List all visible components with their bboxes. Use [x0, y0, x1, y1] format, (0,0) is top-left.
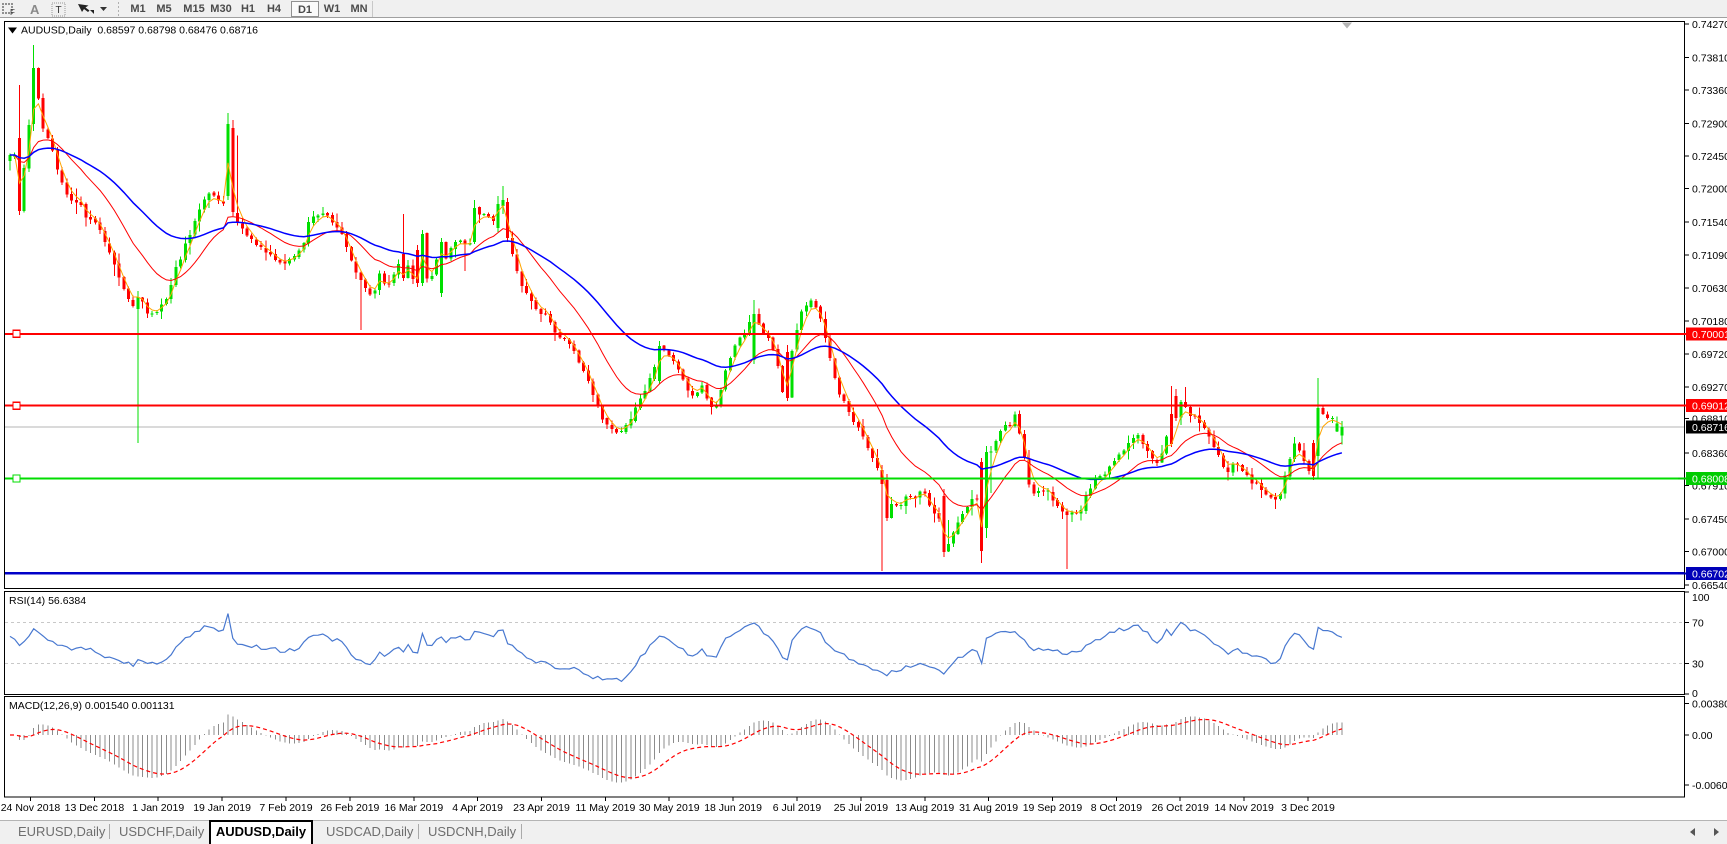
svg-text:30: 30 [1692, 658, 1704, 670]
svg-text:0.66540: 0.66540 [1692, 580, 1727, 592]
svg-text:0.66702: 0.66702 [1692, 568, 1727, 580]
svg-text:100: 100 [1692, 592, 1710, 604]
svg-text:24 Nov 2018: 24 Nov 2018 [1, 802, 61, 814]
svg-text:0.68360: 0.68360 [1692, 448, 1727, 460]
svg-text:0.68716: 0.68716 [1692, 422, 1727, 434]
svg-text:26 Oct 2019: 26 Oct 2019 [1152, 802, 1209, 814]
svg-text:1 Jan 2019: 1 Jan 2019 [132, 802, 184, 814]
svg-text:18 Jun 2019: 18 Jun 2019 [704, 802, 762, 814]
svg-text:4 Apr 2019: 4 Apr 2019 [452, 802, 503, 814]
svg-text:0.71090: 0.71090 [1692, 250, 1727, 262]
svg-text:F: F [10, 8, 15, 17]
svg-text:0.72450: 0.72450 [1692, 151, 1727, 163]
svg-text:19 Sep 2019: 19 Sep 2019 [1023, 802, 1083, 814]
svg-text:16 Mar 2019: 16 Mar 2019 [384, 802, 443, 814]
svg-text:3 Dec 2019: 3 Dec 2019 [1281, 802, 1335, 814]
svg-text:13 Aug 2019: 13 Aug 2019 [895, 802, 954, 814]
svg-text:8 Oct 2019: 8 Oct 2019 [1091, 802, 1143, 814]
svg-text:MACD(12,26,9) 0.001540 0.00113: MACD(12,26,9) 0.001540 0.001131 [9, 700, 175, 712]
svg-text:0.69720: 0.69720 [1692, 349, 1727, 361]
svg-text:23 Apr 2019: 23 Apr 2019 [513, 802, 570, 814]
svg-text:0.67000: 0.67000 [1692, 547, 1727, 559]
svg-text:0.74270: 0.74270 [1692, 19, 1727, 31]
svg-text:0.72900: 0.72900 [1692, 118, 1727, 130]
svg-text:14 Nov 2019: 14 Nov 2019 [1214, 802, 1274, 814]
svg-text:7 Feb 2019: 7 Feb 2019 [259, 802, 312, 814]
svg-text:6 Jul 2019: 6 Jul 2019 [773, 802, 822, 814]
svg-text:26 Feb 2019: 26 Feb 2019 [320, 802, 379, 814]
svg-text:11 May 2019: 11 May 2019 [575, 802, 635, 814]
svg-text:0.00: 0.00 [1692, 730, 1713, 742]
svg-text:-0.006087: -0.006087 [1692, 780, 1727, 792]
svg-text:25 Jul 2019: 25 Jul 2019 [834, 802, 888, 814]
svg-text:0.73360: 0.73360 [1692, 85, 1727, 97]
svg-text:0.70630: 0.70630 [1692, 283, 1727, 295]
svg-text:0.70001: 0.70001 [1692, 329, 1727, 341]
svg-text:A: A [30, 2, 40, 17]
svg-text:70: 70 [1692, 618, 1704, 630]
svg-text:0.003804: 0.003804 [1692, 699, 1727, 711]
svg-text:0.72000: 0.72000 [1692, 184, 1727, 196]
svg-text:0.73810: 0.73810 [1692, 52, 1727, 64]
svg-text:31 Aug 2019: 31 Aug 2019 [959, 802, 1018, 814]
svg-text:AUDUSD,Daily 0.68597 0.68798: AUDUSD,Daily 0.68597 0.68798 0.68476 0.6… [21, 25, 258, 37]
svg-text:19 Jan 2019: 19 Jan 2019 [193, 802, 251, 814]
svg-text:0.68008: 0.68008 [1692, 474, 1727, 486]
svg-text:0.69012: 0.69012 [1692, 401, 1727, 413]
svg-text:30 May 2019: 30 May 2019 [639, 802, 700, 814]
svg-text:T: T [56, 5, 62, 16]
svg-text:RSI(14) 56.6384: RSI(14) 56.6384 [9, 595, 86, 607]
svg-text:0.70180: 0.70180 [1692, 316, 1727, 328]
svg-text:0: 0 [1692, 688, 1698, 700]
svg-text:0.69270: 0.69270 [1692, 382, 1727, 394]
svg-text:0.67450: 0.67450 [1692, 514, 1727, 526]
svg-text:13 Dec 2018: 13 Dec 2018 [65, 802, 125, 814]
svg-text:0.71540: 0.71540 [1692, 217, 1727, 229]
